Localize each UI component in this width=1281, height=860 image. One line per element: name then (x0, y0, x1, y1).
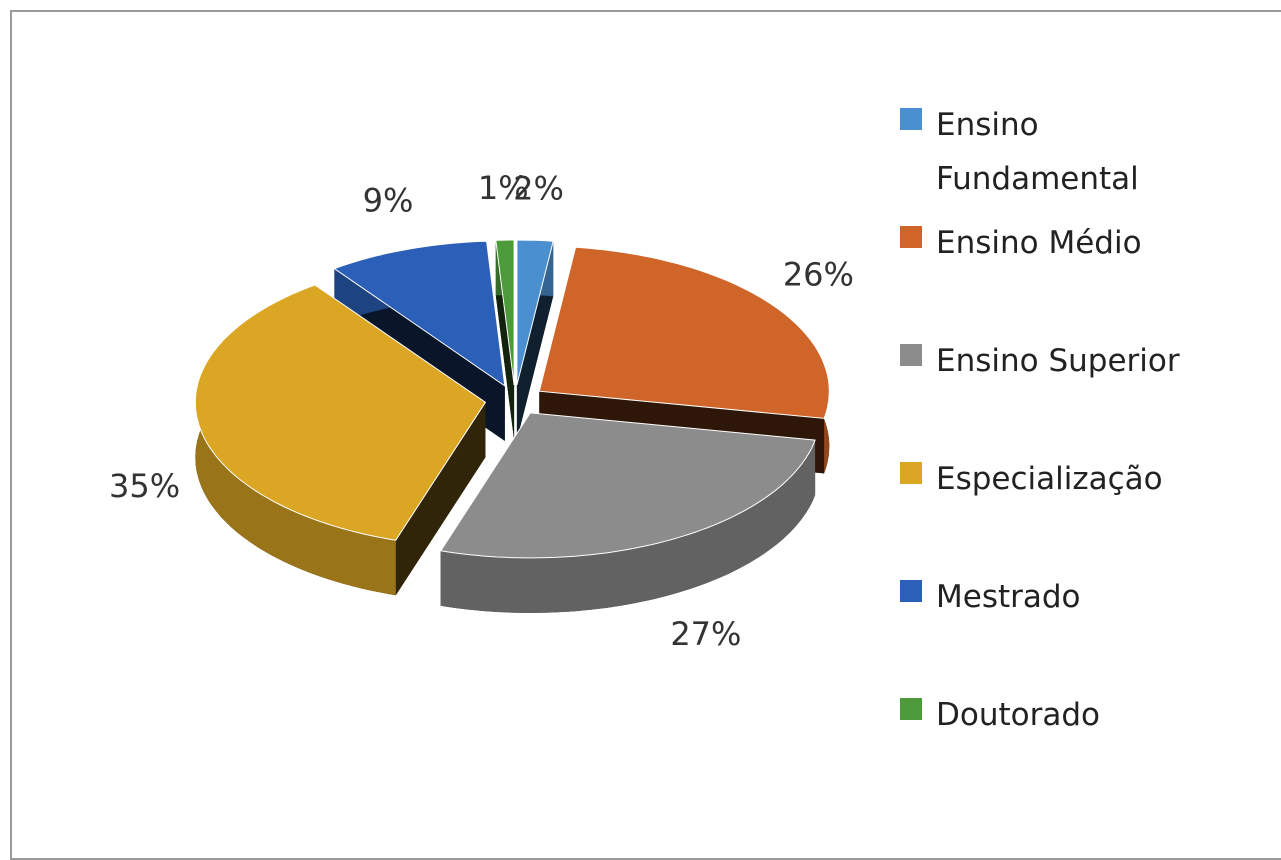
slice (516, 239, 554, 440)
data-label: 27% (670, 615, 741, 653)
legend-item: Ensino Médio (900, 216, 1200, 270)
data-label: 2% (513, 169, 564, 207)
legend-label: Doutorado (936, 697, 1100, 733)
legend-label: Ensino Fundamental (936, 107, 1139, 197)
slice-top (538, 246, 830, 419)
legend-swatch (900, 108, 922, 130)
data-label: 1% (478, 169, 529, 207)
slice-top (495, 239, 515, 386)
slice (194, 284, 487, 596)
slice-top (333, 240, 506, 387)
legend-item: Mestrado (900, 570, 1200, 624)
legend-swatch (900, 580, 922, 602)
slice-side (440, 440, 816, 613)
legend-swatch (900, 226, 922, 248)
legend-label: Especialização (936, 461, 1163, 497)
legend-item: Ensino Fundamental (900, 98, 1200, 206)
data-label: 9% (363, 181, 414, 219)
legend-label: Mestrado (936, 579, 1081, 615)
legend-item: Especialização (900, 452, 1200, 506)
slice-wall (395, 402, 486, 596)
legend-label: Ensino Médio (936, 225, 1142, 261)
slice-top (194, 284, 487, 541)
legend-swatch (900, 344, 922, 366)
slice-top (516, 239, 554, 386)
legend-item: Doutorado (900, 688, 1200, 742)
legend-swatch (900, 462, 922, 484)
slice-top (439, 412, 816, 559)
data-label: 35% (109, 467, 180, 505)
slice (439, 412, 816, 613)
slice (495, 239, 515, 440)
legend-swatch (900, 698, 922, 720)
legend-item: Ensino Superior (900, 334, 1200, 388)
legend-label: Ensino Superior (936, 343, 1180, 379)
data-label: 26% (783, 256, 854, 294)
